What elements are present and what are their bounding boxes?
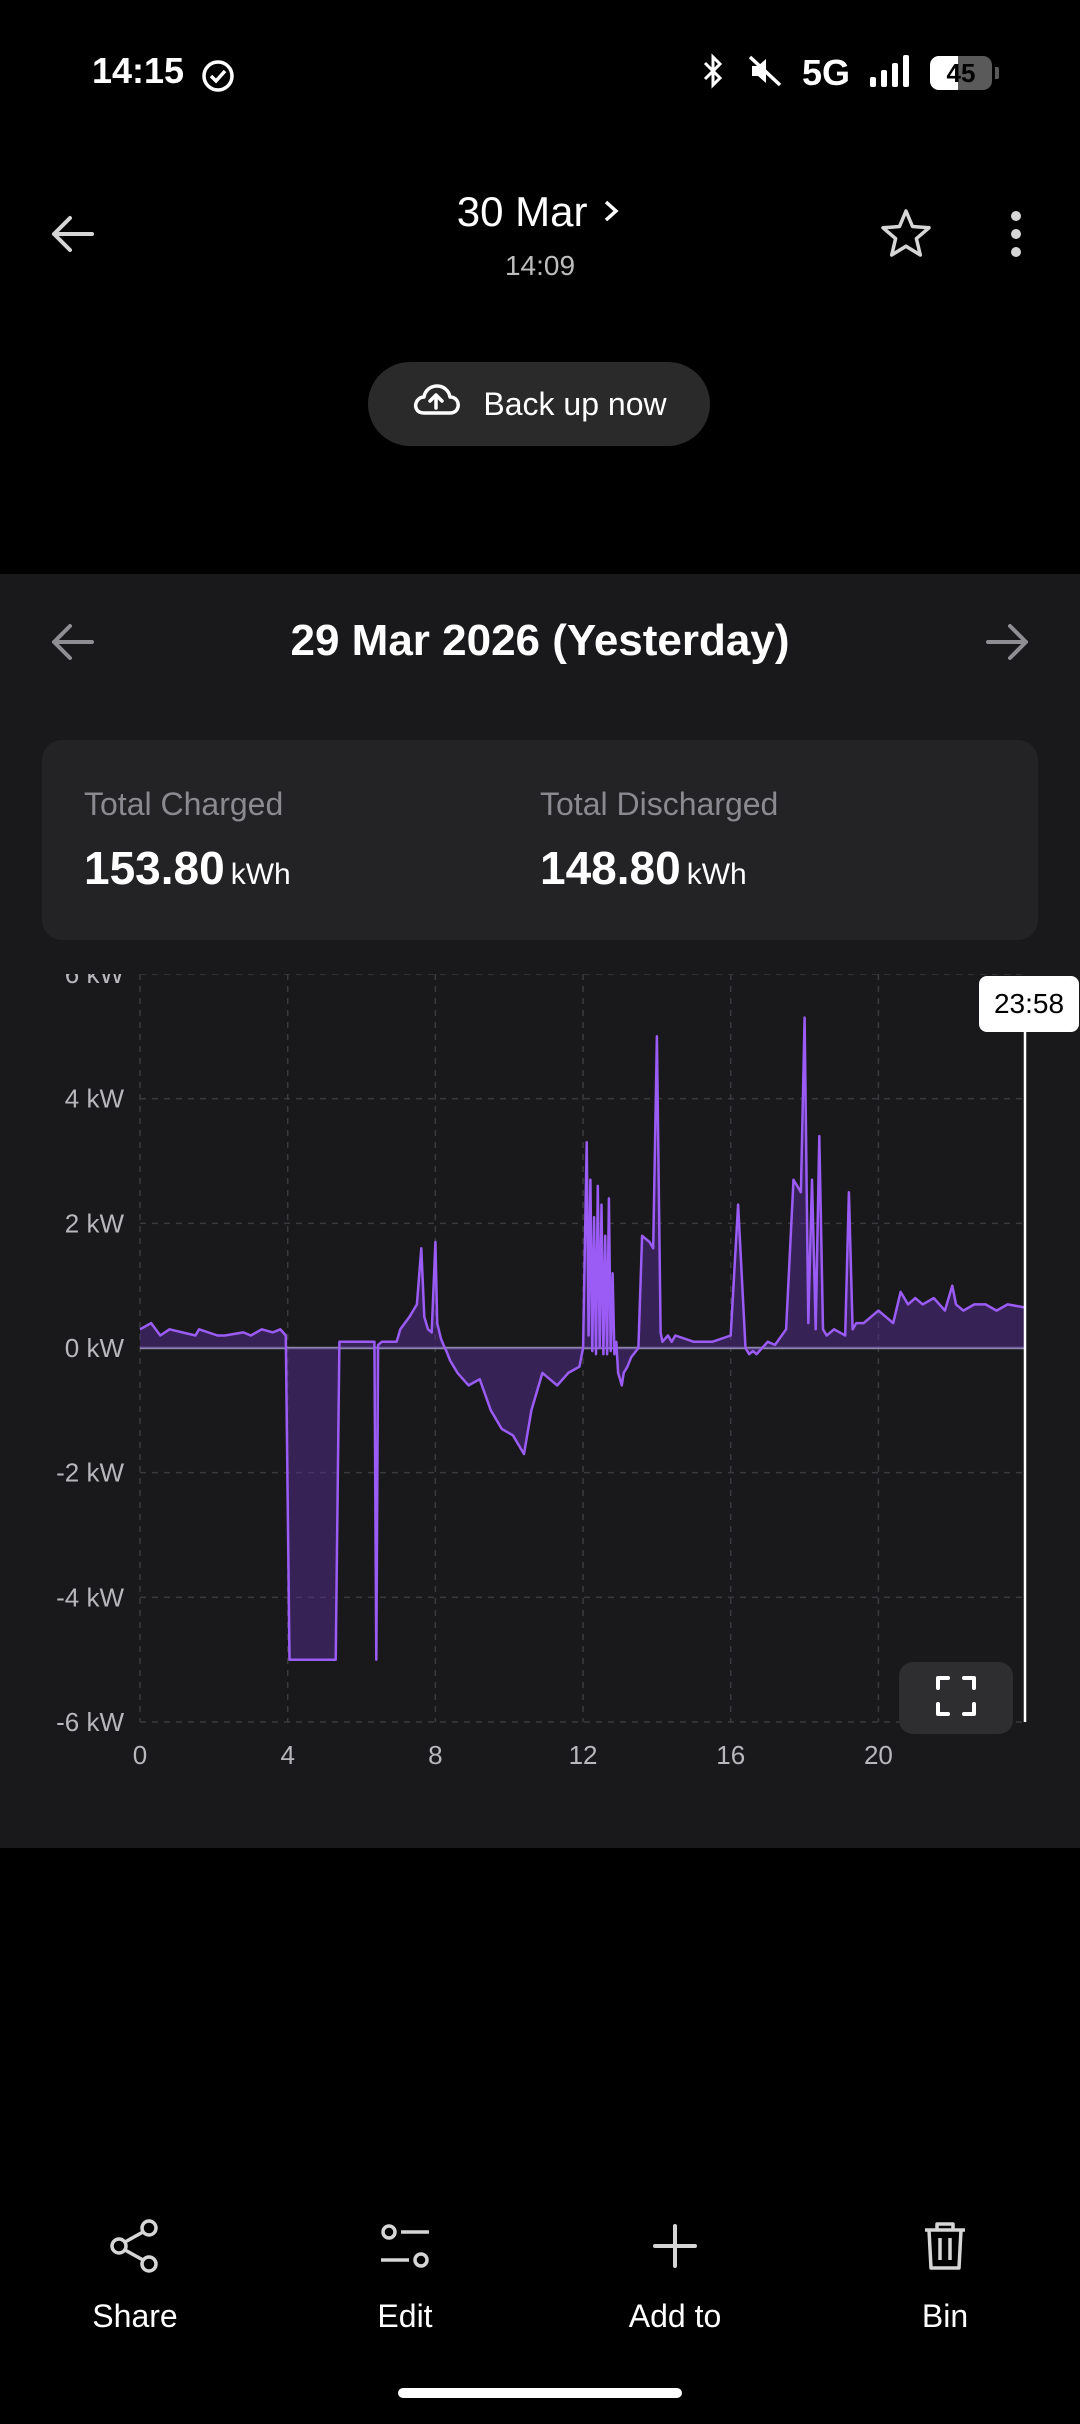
series-line — [139, 1016, 1026, 1661]
x-tick-label: 0 — [133, 1740, 147, 1770]
y-tick-label: 6 kW — [65, 974, 125, 989]
total-discharged-label: Total Discharged — [540, 786, 779, 822]
y-tick-label: -4 kW — [56, 1582, 124, 1612]
status-icons: 5G 45 — [698, 52, 999, 94]
chart-x-axis: 0 4 8 12 16 20 — [133, 1740, 893, 1770]
photo-date-link[interactable]: 30 Mar — [0, 188, 1080, 236]
photo-time: 14:09 — [504, 250, 576, 281]
more-vert-icon[interactable] — [1000, 210, 1032, 263]
total-charged-unit: kWh — [230, 858, 291, 891]
back-arrow-icon[interactable] — [48, 210, 96, 263]
total-charged-value: 153.80 — [84, 842, 225, 894]
summary-card: Total Charged 153.80 kWh Total Discharged… — [42, 740, 1038, 940]
chevron-right-icon — [599, 188, 623, 235]
x-tick-label: 8 — [428, 1740, 442, 1770]
share-label: Share — [92, 2298, 178, 2334]
cloud-upload-icon — [411, 380, 461, 428]
edit-button[interactable]: Edit — [305, 2218, 505, 2335]
photo-date: 30 Mar — [456, 188, 588, 235]
plus-icon — [653, 2224, 697, 2268]
y-tick-label: 2 kW — [65, 1208, 125, 1238]
back-up-now-label: Back up now — [483, 385, 667, 422]
total-charged-stat: Total Charged 153.80 kWh — [84, 786, 291, 895]
series-area — [140, 1017, 1025, 1660]
power-chart[interactable]: 6 kW 4 kW 2 kW 0 kW -2 kW -4 kW -6 kW 0 4 8 12 16 2… — [0, 974, 1080, 1794]
chart-y-axis: 6 kW 4 kW 2 kW 0 kW -2 kW -4 kW -6 kW — [56, 974, 124, 1737]
y-tick-label: 4 kW — [65, 1084, 125, 1114]
total-discharged-stat: Total Discharged 148.80 kWh — [540, 786, 778, 895]
edit-label: Edit — [377, 2298, 433, 2334]
home-indicator[interactable] — [398, 2388, 682, 2398]
trash-icon — [925, 2222, 965, 2270]
total-discharged-unit: kWh — [686, 858, 747, 891]
bluetooth-icon — [698, 52, 728, 94]
y-tick-label: -6 kW — [56, 1707, 124, 1737]
bin-label: Bin — [921, 2298, 969, 2334]
battery-icon: 45 — [930, 56, 999, 90]
status-time: 14:15 — [92, 50, 185, 91]
screenshot-panel: 29 Mar 2026 (Yesterday) Total Charged 15… — [0, 574, 1080, 1848]
share-icon — [110, 2219, 158, 2273]
back-up-now-button[interactable]: Back up now — [368, 362, 710, 446]
add-to-button[interactable]: Add to — [575, 2218, 775, 2335]
network-type: 5G — [801, 52, 850, 93]
chart-series — [139, 1016, 1026, 1661]
signal-icon — [868, 53, 912, 94]
bin-button[interactable]: Bin — [845, 2218, 1045, 2335]
cursor-time-badge: 23:58 — [979, 976, 1079, 1032]
x-tick-label: 16 — [716, 1740, 745, 1770]
previous-day-icon[interactable] — [48, 618, 96, 671]
share-button[interactable]: Share — [35, 2218, 235, 2335]
add-to-label: Add to — [628, 2298, 722, 2334]
y-tick-label: 0 kW — [65, 1333, 125, 1363]
x-tick-label: 20 — [864, 1740, 893, 1770]
panel-date-title: 29 Mar 2026 (Yesterday) — [290, 616, 790, 665]
total-charged-label: Total Charged — [84, 786, 284, 822]
next-day-icon[interactable] — [984, 618, 1032, 671]
x-tick-label: 12 — [569, 1740, 598, 1770]
mute-icon — [746, 53, 784, 94]
edit-sliders-icon — [381, 2224, 429, 2268]
fullscreen-icon — [934, 1674, 978, 1723]
total-discharged-value: 148.80 — [540, 842, 681, 894]
x-tick-label: 4 — [280, 1740, 294, 1770]
fullscreen-button[interactable] — [899, 1662, 1013, 1734]
check-circle-icon — [200, 58, 236, 99]
y-tick-label: -2 kW — [56, 1458, 124, 1488]
star-icon[interactable] — [878, 206, 934, 267]
